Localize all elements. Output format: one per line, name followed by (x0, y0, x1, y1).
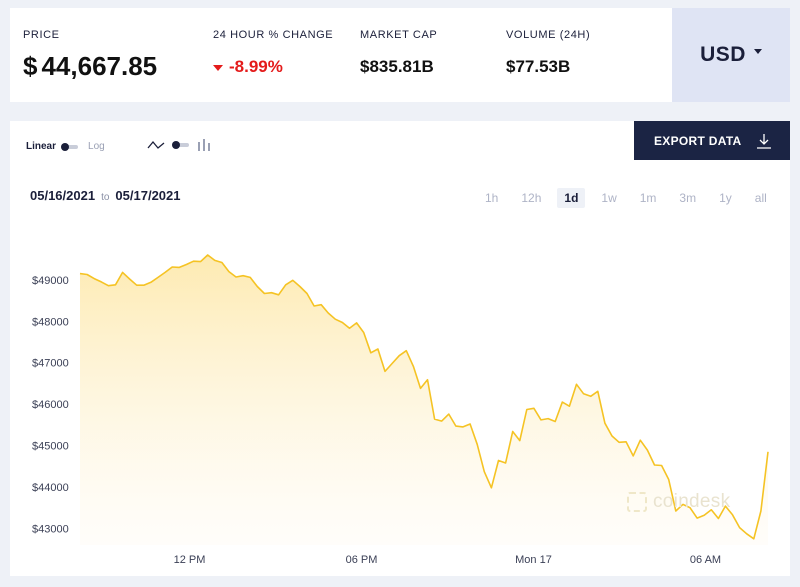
chart-type-switch[interactable] (172, 141, 189, 149)
download-icon (757, 133, 771, 149)
date-to-word: to (101, 192, 110, 203)
chart-panel: $43000 $44000 $45000 $46000 $47000 $48000 $490… (10, 121, 790, 576)
period-1y[interactable]: 1y (719, 191, 732, 205)
chart-type-toggle[interactable] (147, 138, 211, 152)
period-selector: 1h 12h 1d 1w 1m 3m 1y all (478, 188, 783, 208)
y-tick-label: $46000 (32, 399, 69, 411)
caret-down-icon (753, 48, 762, 54)
x-tick-label: 06 PM (346, 554, 378, 566)
date-range: 05/16/2021 to 05/17/2021 (30, 188, 181, 203)
currency-code: USD (700, 43, 746, 66)
y-tick-label: $47000 (32, 358, 69, 370)
date-to: 05/17/2021 (115, 188, 181, 203)
marketcap-value: $835.81B (360, 57, 434, 76)
coindesk-logo-icon (627, 492, 647, 512)
period-1w[interactable]: 1w (601, 191, 617, 205)
price-area-fill (80, 255, 768, 545)
bar-chart-icon[interactable] (197, 138, 211, 152)
watermark-text: coindesk (653, 491, 731, 512)
export-label: EXPORT DATA (654, 133, 742, 148)
scale-switch[interactable] (61, 142, 79, 151)
change-value: -8.99% (213, 57, 333, 77)
down-arrow-icon (213, 64, 223, 71)
change-label: 24 HOUR % CHANGE (213, 29, 334, 41)
x-tick-label: 12 PM (174, 554, 206, 566)
log-label[interactable]: Log (88, 141, 105, 152)
period-3m[interactable]: 3m (679, 191, 697, 205)
linear-label[interactable]: Linear (26, 141, 57, 152)
price-line (79, 254, 769, 540)
scale-toggle[interactable]: Linear Log (26, 141, 105, 152)
x-tick-label: Mon 17 (515, 554, 552, 566)
y-tick-label: $45000 (32, 441, 69, 453)
marketcap-stat: MARKET CAP $835.81B (360, 29, 437, 77)
period-all[interactable]: all (754, 191, 767, 205)
change-stat: 24 HOUR % CHANGE -8.99% (213, 29, 333, 77)
price-chart: $43000 $44000 $45000 $46000 $47000 $48000 $490… (32, 254, 769, 566)
price-currency-symbol: $ (23, 51, 38, 81)
currency-dropdown[interactable]: USD (672, 8, 790, 102)
price-value: $44,667.85 (23, 51, 157, 82)
price-number: 44,667.85 (41, 51, 158, 81)
price-stat: PRICE $44,667.85 (23, 29, 157, 82)
marketcap-label: MARKET CAP (360, 29, 438, 41)
export-data-button[interactable]: EXPORT DATA (634, 121, 790, 160)
y-tick-label: $43000 (32, 523, 69, 535)
volume-value: $77.53B (506, 57, 571, 76)
period-1m[interactable]: 1m (639, 191, 657, 205)
period-1h[interactable]: 1h (485, 191, 499, 205)
y-tick-label: $49000 (32, 275, 69, 287)
x-tick-label: 06 AM (690, 554, 721, 566)
coindesk-watermark: coindesk (627, 491, 730, 513)
stats-bar: PRICE $44,667.85 24 HOUR % CHANGE -8.99%… (10, 8, 672, 102)
period-12h[interactable]: 12h (521, 191, 542, 205)
period-1d[interactable]: 1d (557, 188, 586, 208)
date-from: 05/16/2021 (30, 188, 96, 203)
y-tick-label: $48000 (32, 316, 69, 328)
volume-stat: VOLUME (24H) $77.53B (506, 29, 590, 77)
y-tick-label: $44000 (32, 482, 69, 494)
volume-label: VOLUME (24H) (506, 29, 591, 41)
line-chart-icon[interactable] (147, 139, 165, 151)
price-label: PRICE (23, 29, 60, 41)
change-number: -8.99% (229, 57, 283, 76)
